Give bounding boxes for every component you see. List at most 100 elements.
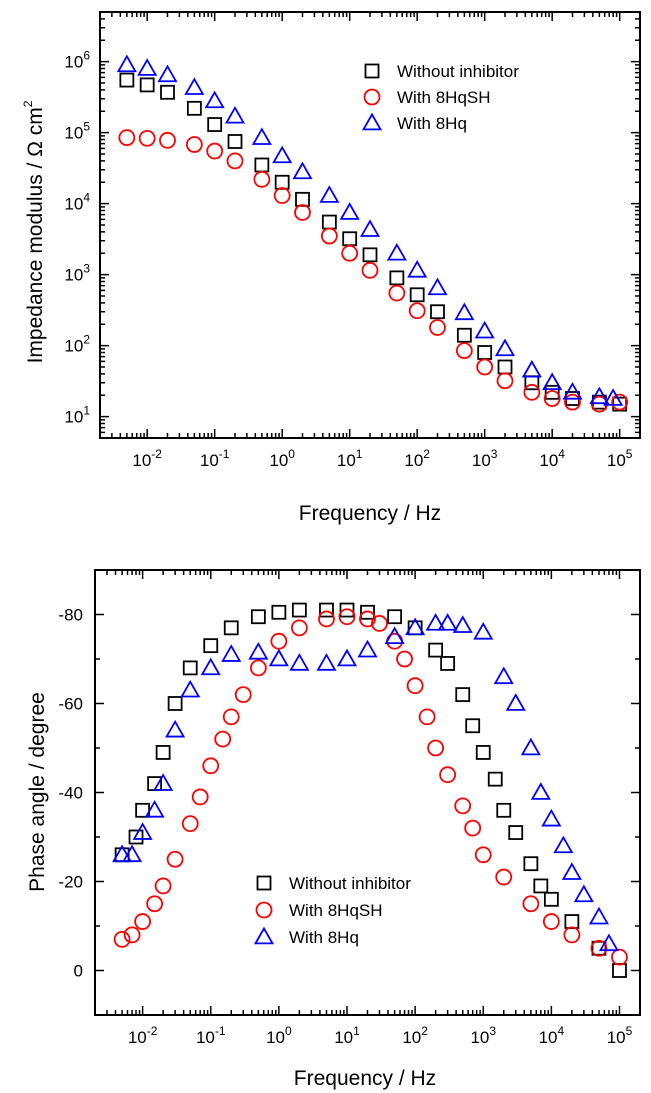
impedance-ticks xyxy=(99,11,641,439)
legend-marker xyxy=(256,875,272,891)
data-point xyxy=(181,815,199,833)
data-point xyxy=(474,320,495,339)
data-point xyxy=(533,878,549,894)
data-point xyxy=(157,64,178,83)
phase-y-tick-labels: 0 -20 -40 -60 -80 xyxy=(58,606,83,981)
data-point xyxy=(138,129,156,147)
x-tick-label: 105 xyxy=(607,1024,633,1047)
data-point xyxy=(165,719,186,738)
phase-x-tick-labels: 10-2 10-1 100 101 102 103 104 105 xyxy=(128,1024,633,1047)
y-tick-label: -20 xyxy=(58,873,83,892)
data-point xyxy=(338,608,356,626)
data-point xyxy=(564,914,580,929)
x-tick-label: 105 xyxy=(607,447,633,470)
data-point xyxy=(387,609,403,625)
data-point xyxy=(316,653,337,671)
impedance-legend: Without inhibitor With 8HqSH With 8Hq xyxy=(361,62,519,133)
legend-marker xyxy=(361,112,383,131)
data-point xyxy=(418,708,436,726)
data-point xyxy=(182,660,198,676)
phase-ticks xyxy=(94,569,641,1016)
phase-x-axis-title: Frequency / Hz xyxy=(294,1067,436,1090)
y-tick-label: 104 xyxy=(64,191,90,214)
data-point xyxy=(272,145,293,164)
legend-marker xyxy=(363,88,381,106)
data-point xyxy=(523,383,541,401)
data-point xyxy=(289,653,310,671)
data-point xyxy=(505,693,526,711)
x-tick-label: 102 xyxy=(404,447,430,470)
series-triangle xyxy=(112,613,619,952)
data-point xyxy=(292,161,313,180)
x-tick-label: 101 xyxy=(337,447,363,470)
phase-y-axis-title: Phase angle / degree xyxy=(26,692,49,892)
data-point xyxy=(274,174,290,190)
data-point xyxy=(360,604,375,620)
data-point xyxy=(409,287,425,303)
data-point xyxy=(362,247,378,263)
impedance-x-tick-labels: 10-2 10-1 100 101 102 103 104 105 xyxy=(132,447,632,470)
data-point xyxy=(191,788,209,806)
data-point xyxy=(497,359,513,375)
legend-label: With 8HqSH xyxy=(397,88,491,107)
y-tick-label: 0 xyxy=(74,962,83,981)
legend-marker xyxy=(253,926,275,945)
data-point xyxy=(137,58,158,76)
x-tick-label: 100 xyxy=(269,447,295,470)
data-point xyxy=(611,948,628,966)
data-point xyxy=(523,856,539,872)
data-point xyxy=(371,615,388,632)
data-point xyxy=(146,895,164,913)
impedance-panel: 10-2 10-1 100 101 102 103 104 105 1011021031041… xyxy=(21,11,641,525)
data-point xyxy=(295,191,310,207)
data-point xyxy=(249,659,267,677)
data-point xyxy=(226,152,244,170)
x-tick-label: 101 xyxy=(334,1024,360,1047)
data-point xyxy=(496,372,514,390)
data-point xyxy=(520,737,541,756)
data-point xyxy=(134,913,152,930)
data-point xyxy=(202,757,220,775)
data-point xyxy=(167,696,183,711)
impedance-y-tick-labels: 101 102 103 104 105 106 xyxy=(64,49,90,427)
data-point xyxy=(465,718,481,734)
data-point xyxy=(495,868,513,886)
data-point xyxy=(153,773,174,791)
series-circle xyxy=(113,608,628,966)
y-tick-label: -40 xyxy=(58,784,83,803)
legend-marker xyxy=(255,901,273,919)
phase-panel: 10-2 10-1 100 101 102 103 104 105 0 -20 -40 -60 -80… xyxy=(26,569,641,1090)
data-point xyxy=(203,638,219,654)
legend-marker xyxy=(364,63,380,79)
data-point xyxy=(611,393,629,411)
data-point xyxy=(407,260,428,278)
data-point xyxy=(122,844,143,863)
data-point xyxy=(439,766,457,784)
data-point xyxy=(405,617,426,636)
data-point xyxy=(234,686,252,703)
data-point xyxy=(222,708,240,726)
data-point xyxy=(487,771,503,787)
data-point xyxy=(214,730,232,748)
data-point xyxy=(132,822,153,840)
data-point xyxy=(159,131,176,149)
legend-label: Without inhibitor xyxy=(397,62,519,81)
x-tick-label: 100 xyxy=(266,1024,292,1047)
data-point xyxy=(319,185,340,203)
data-point xyxy=(118,129,136,147)
data-point xyxy=(396,650,413,668)
impedance-y-axis-title: Impedance modulus / Ω cm2 xyxy=(21,100,47,363)
data-point xyxy=(160,84,175,100)
legend-label: Without inhibitor xyxy=(289,874,411,893)
data-point xyxy=(522,895,540,913)
data-point xyxy=(408,302,426,320)
data-point xyxy=(496,802,512,818)
data-point xyxy=(454,797,472,815)
phase-legend: Without inhibitor With 8HqSH With 8Hq xyxy=(253,874,411,947)
data-point xyxy=(427,739,445,757)
data-point xyxy=(573,884,594,903)
data-point xyxy=(221,644,242,662)
y-tick-label: 106 xyxy=(64,49,90,72)
data-point xyxy=(144,799,165,818)
data-point xyxy=(342,231,358,247)
